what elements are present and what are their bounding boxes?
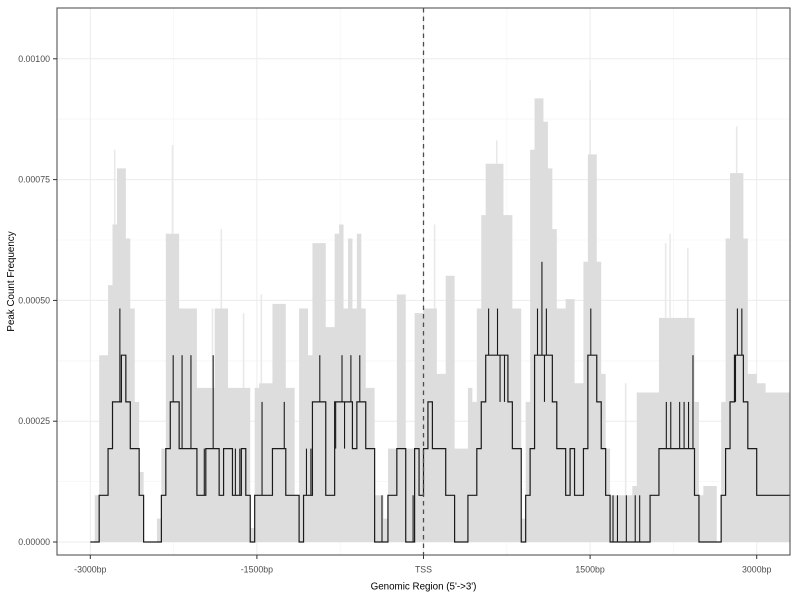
x-tick-label: TSS bbox=[415, 565, 432, 575]
band-thin-spike bbox=[669, 233, 671, 318]
y-tick-label: 0.00075 bbox=[18, 175, 50, 185]
y-tick-label: 0.00025 bbox=[18, 416, 50, 426]
confidence-band-area bbox=[90, 98, 790, 542]
x-tick-label: 3000bp bbox=[742, 565, 771, 575]
band-thin-spike bbox=[113, 149, 116, 225]
band-thin-spike bbox=[496, 140, 498, 164]
x-tick-label: 1500bp bbox=[575, 565, 604, 575]
band-thin-spike bbox=[687, 247, 689, 318]
band-thin-spike bbox=[589, 79, 591, 155]
x-axis-title: Genomic Region (5'->3') bbox=[371, 582, 477, 593]
band-thin-spike bbox=[624, 383, 627, 496]
confidence-band bbox=[90, 79, 790, 542]
band-thin-spike bbox=[211, 308, 214, 388]
band-thin-spike bbox=[171, 145, 174, 234]
y-tick-label: 0.00100 bbox=[18, 54, 50, 64]
band-thin-spike bbox=[242, 313, 245, 388]
x-tick-label: -3000bp bbox=[74, 565, 106, 575]
y-axis-title: Peak Count Frequency bbox=[6, 231, 17, 331]
band-thin-spike bbox=[664, 243, 667, 318]
step-line-path bbox=[90, 354, 790, 543]
y-tick-label: 0.00000 bbox=[18, 537, 50, 547]
band-thin-spike bbox=[735, 126, 738, 174]
band-thin-spike bbox=[433, 224, 436, 309]
axes: 0.00000 0.00025 0.00050 0.00075 0.00100 -3000… bbox=[18, 54, 771, 575]
step-line bbox=[90, 261, 790, 543]
x-tick-label: -1500bp bbox=[241, 565, 273, 575]
y-tick-label: 0.00050 bbox=[18, 295, 50, 305]
band-thin-spike bbox=[260, 294, 263, 384]
band-thin-spike bbox=[220, 229, 223, 309]
